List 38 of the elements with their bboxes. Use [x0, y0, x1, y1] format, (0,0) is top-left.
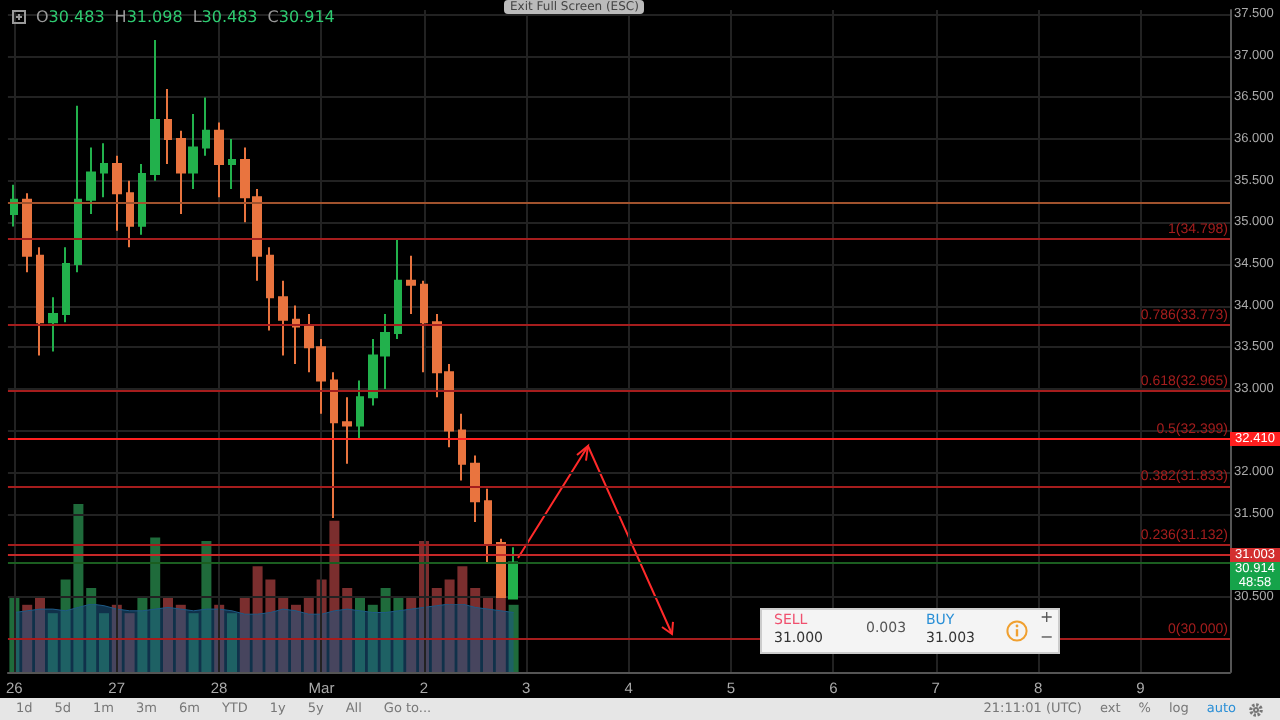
candlestick — [176, 129, 186, 216]
candlestick — [62, 246, 70, 324]
candlestick — [36, 246, 44, 357]
annotation: O30.483 — [36, 8, 105, 26]
candlestick — [22, 192, 32, 274]
candlestick — [406, 254, 416, 315]
candlestick — [214, 121, 224, 199]
candlestick — [266, 246, 274, 332]
candlestick — [126, 179, 134, 249]
candlestick — [10, 183, 18, 228]
candlestick — [202, 96, 210, 157]
candlestick — [278, 279, 288, 357]
bar — [508, 604, 519, 672]
annotation: + — [1040, 608, 1054, 626]
candlestick — [228, 138, 236, 191]
candlestick — [138, 163, 146, 236]
candlestick — [112, 154, 122, 232]
candlestick — [356, 379, 364, 440]
annotation: C30.914 — [267, 8, 335, 26]
candlestick — [74, 104, 82, 274]
candlestick — [342, 396, 352, 465]
candlestick — [470, 454, 480, 524]
candlestick — [100, 142, 108, 199]
candlestick — [394, 238, 402, 340]
annotation: − — [1040, 628, 1054, 646]
candlestick — [86, 146, 96, 216]
candlestick — [420, 279, 428, 374]
candlestick — [48, 296, 58, 353]
bar — [226, 613, 237, 672]
annotation: L30.483 — [192, 8, 258, 26]
candlestick — [330, 371, 338, 519]
candlestick — [508, 546, 518, 600]
candlestick — [188, 113, 198, 191]
candlestick — [150, 38, 160, 182]
candlestick — [484, 487, 492, 565]
annotation: H31.098 — [114, 8, 183, 26]
candlestick — [164, 88, 172, 166]
candlestick — [458, 412, 466, 482]
